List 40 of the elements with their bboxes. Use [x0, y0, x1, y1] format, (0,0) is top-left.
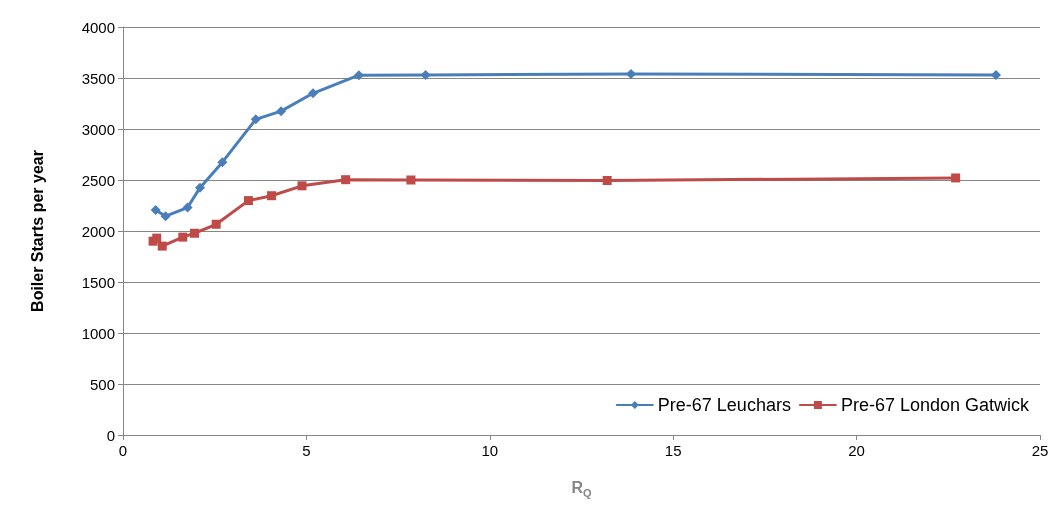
point	[420, 69, 431, 80]
point	[150, 205, 161, 216]
y-tick-label: 500	[89, 375, 115, 393]
y-tick-label: 3500	[81, 69, 115, 87]
point	[195, 182, 206, 193]
point	[250, 114, 261, 125]
point	[353, 70, 364, 81]
point	[160, 211, 171, 222]
y-tick-label: 0	[106, 426, 115, 444]
y-tick-label: 2500	[81, 171, 115, 189]
point	[951, 173, 961, 183]
point	[211, 219, 221, 229]
point	[182, 202, 193, 213]
point	[297, 181, 307, 191]
legend-label: Pre-67 Leuchars	[657, 395, 791, 415]
point	[308, 88, 318, 99]
point	[217, 157, 228, 168]
x-tick-label: 5	[302, 442, 311, 459]
x-tick-label: 15	[664, 442, 682, 459]
point	[178, 232, 188, 242]
point	[157, 241, 167, 251]
point	[190, 228, 200, 238]
y-tick-label: 4000	[81, 18, 115, 36]
legend-label: Pre-67 London Gatwick	[840, 395, 1030, 415]
point	[406, 175, 416, 185]
point	[341, 175, 351, 185]
point	[276, 106, 287, 117]
x-tick-label: 10	[481, 442, 499, 459]
y-tick-label: 2000	[81, 222, 115, 240]
x-tick-label: 0	[118, 442, 128, 459]
point	[243, 196, 253, 206]
x-tick-label: 20	[848, 442, 865, 459]
y-tick-label: 1000	[81, 324, 115, 342]
x-tick-label: 25	[1031, 442, 1049, 459]
y-tick-label: 1500	[81, 273, 115, 291]
y-tick-label: 3000	[81, 120, 115, 138]
y-axis-title: Boiler Starts per year	[28, 150, 46, 312]
point	[267, 191, 277, 201]
point	[152, 233, 162, 243]
point	[602, 176, 612, 186]
